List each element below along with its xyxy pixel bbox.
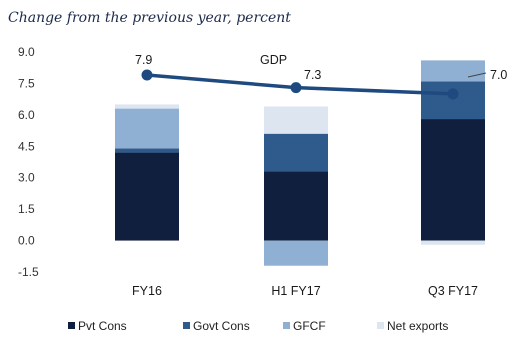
y-tick-label: -1.5: [18, 265, 39, 279]
x-tick-label: FY16: [132, 284, 162, 298]
label-leader-line: [467, 72, 487, 78]
y-tick-label: 6.0: [18, 108, 35, 122]
y-axis: 9.0 7.5 6.0 4.5 3.0 1.5 0.0 -1.5: [18, 45, 39, 279]
bar-segment: [421, 60, 485, 82]
legend-label: GFCF: [293, 319, 326, 333]
gdp-value-label: 7.9: [135, 53, 152, 67]
legend-swatch: [283, 322, 290, 329]
gdp-point: [447, 88, 459, 100]
gdp-point: [290, 82, 302, 94]
bar-segment: [115, 152, 179, 241]
bar-segment: [421, 240, 485, 245]
y-tick-label: 1.5: [18, 202, 35, 216]
gdp-value-label: 7.3: [304, 68, 321, 82]
x-axis: FY16 H1 FY17 Q3 FY17: [132, 284, 478, 298]
y-tick-label: 0.0: [18, 234, 35, 248]
y-tick-label: 7.5: [18, 76, 35, 90]
legend-label: Net exports: [387, 319, 448, 333]
legend-label: Pvt Cons: [78, 319, 127, 333]
bar-segment: [115, 104, 179, 109]
gdp-series-label: GDP: [260, 53, 287, 67]
x-tick-label: Q3 FY17: [428, 284, 478, 298]
bar-segment: [421, 119, 485, 241]
legend-swatch: [183, 322, 190, 329]
y-tick-label: 4.5: [18, 139, 35, 153]
bars: [115, 60, 485, 266]
bar-segment: [115, 108, 179, 149]
bar-segment: [421, 81, 485, 120]
legend-swatch: [68, 322, 75, 329]
gdp-line-group: 7.9 7.3 7.0 GDP: [135, 53, 507, 100]
legend: Pvt Cons Govt Cons GFCF Net exports: [68, 319, 448, 333]
bar-segment: [264, 133, 328, 172]
x-tick-label: H1 FY17: [271, 284, 320, 298]
legend-swatch: [377, 322, 384, 329]
gdp-point: [141, 69, 153, 81]
chart-subtitle: Change from the previous year, percent: [8, 10, 291, 26]
bar-segment: [115, 148, 179, 153]
y-tick-label: 9.0: [18, 45, 35, 59]
y-tick-label: 3.0: [18, 171, 35, 185]
legend-label: Govt Cons: [193, 319, 250, 333]
bar-segment: [264, 106, 328, 134]
gdp-value-label: 7.0: [490, 68, 507, 82]
bar-segment-negative: [264, 240, 328, 266]
bar-segment: [264, 171, 328, 241]
